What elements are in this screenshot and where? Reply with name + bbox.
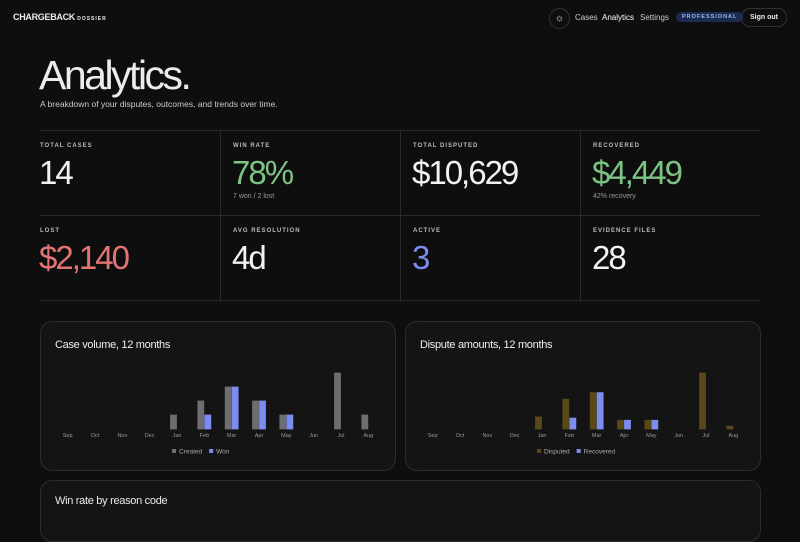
x-tick-label: Sep bbox=[428, 433, 438, 439]
chart-title: Case volume, 12 months bbox=[55, 339, 171, 351]
nav-link[interactable]: Cases bbox=[575, 13, 598, 22]
brand[interactable]: CHARGEBACK DOSSIER bbox=[13, 12, 107, 22]
chart-title: Dispute amounts, 12 months bbox=[420, 339, 553, 351]
brand-sub: DOSSIER bbox=[77, 16, 107, 22]
legend-label: Created bbox=[179, 449, 203, 456]
stat-value: $10,629 bbox=[412, 154, 519, 191]
theme-toggle[interactable]: ☼ bbox=[549, 8, 570, 29]
bar bbox=[562, 398, 570, 430]
x-tick-label: Dec bbox=[145, 433, 155, 439]
stat-value: 3 bbox=[412, 239, 430, 276]
bar bbox=[589, 392, 597, 430]
bar bbox=[170, 414, 177, 430]
legend-label: Recovered bbox=[584, 449, 616, 456]
chart-card: Case volume, 12 months Sep Oct Nov Dec Jan Feb… bbox=[40, 321, 396, 471]
bar bbox=[204, 414, 212, 430]
stat-value: 14 bbox=[39, 154, 74, 191]
nav-link[interactable]: Analytics bbox=[602, 13, 635, 22]
bar bbox=[569, 417, 577, 430]
bar bbox=[197, 400, 205, 430]
bar bbox=[286, 414, 294, 430]
x-tick-label: Apr bbox=[620, 433, 629, 439]
stat-value: $4,449 bbox=[592, 154, 683, 191]
x-tick-label: Dec bbox=[510, 433, 520, 439]
divider bbox=[40, 300, 760, 301]
stat-label: TOTAL DISPUTED bbox=[413, 143, 479, 149]
legend-label: Won bbox=[216, 449, 230, 456]
page-title: Analytics. bbox=[39, 52, 192, 98]
x-tick-label: Apr bbox=[255, 433, 264, 439]
stat-value: 78% bbox=[232, 154, 294, 191]
stat-value: 28 bbox=[592, 239, 627, 276]
stat-label: TOTAL CASES bbox=[40, 143, 93, 149]
section-title: Win rate by reason code bbox=[55, 495, 168, 507]
bar bbox=[535, 416, 542, 430]
x-tick-label: Mar bbox=[227, 433, 237, 439]
bar bbox=[224, 386, 232, 430]
bar bbox=[624, 419, 631, 430]
stat-label: RECOVERED bbox=[593, 143, 641, 149]
stat-value: 4d bbox=[232, 239, 267, 276]
plan-badge: PROFESSIONAL bbox=[676, 12, 744, 22]
section-card: Win rate by reason code bbox=[40, 480, 761, 542]
x-tick-label: May bbox=[281, 433, 292, 439]
legend-swatch bbox=[576, 449, 581, 453]
x-tick-label: Jul bbox=[337, 433, 344, 439]
x-tick-label: Aug bbox=[728, 433, 738, 439]
x-tick-label: Jan bbox=[173, 433, 182, 439]
bar bbox=[596, 392, 604, 430]
x-tick-label: Feb bbox=[565, 433, 574, 439]
brand-name[interactable]: CHARGEBACK bbox=[13, 12, 75, 22]
x-tick-label: Feb bbox=[200, 433, 209, 439]
x-tick-label: Mar bbox=[592, 433, 602, 439]
stat-label: AVG RESOLUTION bbox=[233, 228, 301, 234]
sign-out-button[interactable]: Sign out bbox=[741, 8, 787, 27]
legend-swatch bbox=[537, 449, 541, 453]
chart-card: Dispute amounts, 12 months Sep Oct Nov Dec Ja… bbox=[405, 321, 761, 471]
x-tick-label: Sep bbox=[63, 433, 73, 439]
bar bbox=[259, 400, 266, 430]
x-tick-label: May bbox=[646, 433, 657, 439]
legend-swatch bbox=[209, 449, 214, 453]
legend-swatch bbox=[172, 449, 176, 453]
bar bbox=[699, 372, 706, 430]
x-tick-label: Nov bbox=[117, 433, 127, 439]
x-tick-label: Jul bbox=[702, 433, 709, 439]
x-tick-label: Oct bbox=[456, 433, 465, 439]
nav-link[interactable]: Settings bbox=[640, 13, 669, 22]
divider bbox=[400, 130, 401, 300]
bar bbox=[361, 414, 369, 430]
page: CHARGEBACK DOSSIER ☼ Cases Analytics Set… bbox=[13, 8, 787, 542]
x-tick-label: Jun bbox=[309, 433, 318, 439]
bar bbox=[726, 425, 734, 430]
bar bbox=[334, 372, 341, 430]
chart: Case volume, 12 months Sep Oct Nov Dec Jan Feb… bbox=[55, 339, 373, 456]
bar bbox=[279, 414, 287, 430]
x-tick-label: Oct bbox=[91, 433, 100, 439]
page-subtitle: A breakdown of your disputes, outcomes, … bbox=[40, 99, 278, 109]
stat-label: EVIDENCE FILES bbox=[593, 228, 657, 234]
chart: Dispute amounts, 12 months Sep Oct Nov Dec Ja… bbox=[420, 339, 738, 456]
stat-note: 7 won / 2 lost bbox=[233, 193, 275, 200]
stat-label: LOST bbox=[40, 228, 60, 234]
x-tick-label: Aug bbox=[363, 433, 373, 439]
legend-label: Disputed bbox=[544, 449, 570, 456]
bar bbox=[617, 419, 624, 430]
divider bbox=[220, 130, 221, 300]
bar bbox=[651, 419, 659, 430]
stat-label: WIN RATE bbox=[233, 143, 271, 149]
x-tick-label: Jan bbox=[538, 433, 547, 439]
stat-value: $2,140 bbox=[39, 239, 130, 276]
stat-label: ACTIVE bbox=[413, 228, 442, 234]
bar bbox=[231, 386, 239, 430]
x-tick-label: Nov bbox=[482, 433, 492, 439]
bar bbox=[252, 400, 259, 430]
x-tick-label: Jun bbox=[674, 433, 683, 439]
bar bbox=[644, 419, 652, 430]
divider bbox=[580, 130, 581, 300]
stat-note: 42% recovery bbox=[593, 193, 636, 200]
